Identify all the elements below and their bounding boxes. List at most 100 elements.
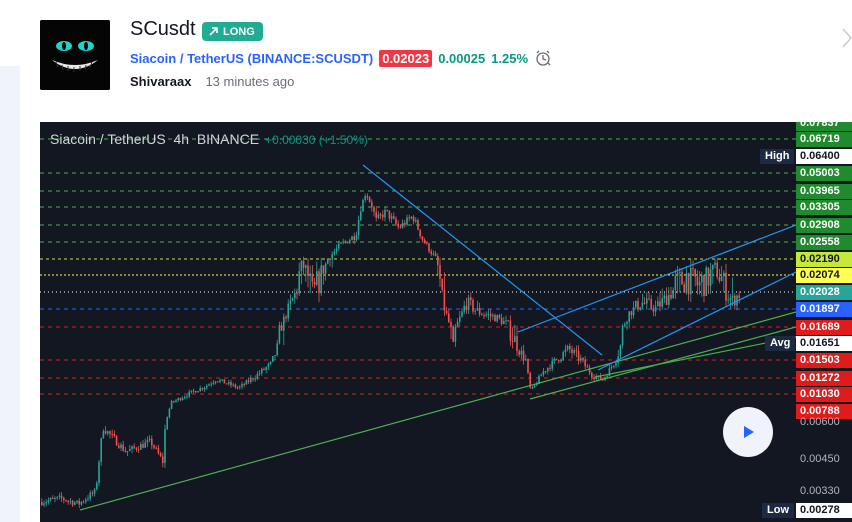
candle-body bbox=[140, 444, 142, 450]
candle-body bbox=[170, 401, 173, 409]
candle-body bbox=[228, 382, 230, 384]
candle-body bbox=[142, 444, 144, 448]
candle-body bbox=[566, 345, 569, 350]
candle-body bbox=[582, 358, 584, 361]
candle-body bbox=[670, 294, 672, 299]
candle-body bbox=[137, 449, 140, 451]
candle-body bbox=[245, 380, 248, 385]
price-tag: 0.01272 bbox=[796, 371, 852, 386]
candle-body bbox=[698, 282, 701, 286]
candle-body bbox=[676, 272, 679, 276]
candle-body bbox=[694, 269, 696, 277]
candle-body bbox=[456, 321, 459, 327]
candle-body bbox=[577, 351, 580, 361]
candle-body bbox=[153, 445, 155, 448]
candle-body bbox=[261, 368, 263, 374]
trendline-blue-channel-top bbox=[517, 224, 796, 333]
candle-body bbox=[250, 378, 252, 382]
candle-body bbox=[542, 371, 545, 376]
candle-body bbox=[109, 431, 111, 434]
candle-body bbox=[608, 367, 611, 377]
price-change: 0.00025 bbox=[438, 50, 486, 66]
author-name[interactable]: Shivaraax bbox=[130, 74, 192, 89]
candle-body bbox=[553, 358, 556, 361]
candle-body bbox=[683, 284, 685, 293]
candle-body bbox=[342, 241, 344, 243]
candle-body bbox=[643, 302, 646, 304]
candle-body bbox=[80, 501, 83, 505]
candle-body bbox=[734, 295, 736, 306]
candle-body bbox=[626, 321, 628, 325]
candle-body bbox=[327, 258, 329, 264]
candle-body bbox=[256, 373, 259, 379]
candle-body bbox=[368, 197, 371, 202]
candle-body bbox=[201, 388, 204, 390]
candle-body bbox=[518, 351, 520, 355]
price-tag: 0.01689 bbox=[796, 320, 852, 335]
candle-body bbox=[89, 492, 91, 499]
candle-body bbox=[703, 275, 705, 297]
candle-body bbox=[232, 384, 234, 386]
symbol-close: ) bbox=[368, 50, 374, 66]
candle-body bbox=[476, 308, 479, 311]
price-tag: 0.03965 bbox=[796, 184, 852, 199]
candle-body bbox=[533, 385, 536, 388]
candle-body bbox=[78, 500, 80, 505]
candle-body bbox=[177, 398, 179, 401]
candle-body bbox=[82, 501, 85, 503]
alarm-clock-icon[interactable] bbox=[534, 49, 552, 67]
candle-body bbox=[443, 289, 446, 311]
candle-body bbox=[214, 381, 217, 383]
candle-body bbox=[76, 500, 78, 503]
candle-body bbox=[650, 299, 652, 309]
candlestick-plot[interactable] bbox=[40, 122, 796, 522]
candle-body bbox=[379, 214, 382, 216]
low-price-tag: 0.00278 bbox=[796, 503, 852, 518]
candle-body bbox=[329, 258, 331, 260]
candle-body bbox=[115, 436, 118, 446]
trendline-blue-downtrend bbox=[362, 164, 603, 356]
candle-body bbox=[291, 298, 294, 301]
candle-body bbox=[619, 345, 622, 357]
candle-body bbox=[461, 311, 463, 317]
candle-body bbox=[47, 500, 50, 503]
candle-body bbox=[404, 222, 406, 225]
candle-body bbox=[538, 376, 540, 384]
avatar[interactable] bbox=[40, 20, 110, 90]
candle-body bbox=[305, 265, 307, 268]
candle-body bbox=[107, 431, 109, 434]
arrow-up-right-icon bbox=[209, 27, 218, 36]
candle-body bbox=[357, 220, 360, 236]
candle-body bbox=[318, 271, 320, 294]
price-chart[interactable]: Siacoin / TetherUS 4h BINANCE +0.00030 (+… bbox=[40, 122, 852, 522]
candle-body bbox=[544, 371, 547, 373]
candle-body bbox=[102, 431, 105, 439]
symbol-link[interactable]: Siacoin / TetherUS (BINANCE:SCUSDT) bbox=[130, 51, 373, 66]
candle-body bbox=[188, 391, 190, 397]
chevron-right-icon[interactable] bbox=[840, 26, 852, 50]
candle-body bbox=[300, 260, 303, 272]
avg-label: Avg bbox=[765, 336, 796, 351]
play-button[interactable] bbox=[723, 407, 773, 457]
candle-body bbox=[118, 445, 120, 448]
candle-body bbox=[613, 365, 615, 367]
candle-body bbox=[65, 500, 67, 502]
candle-body bbox=[239, 386, 241, 388]
candle-body bbox=[120, 444, 122, 448]
candle-body bbox=[294, 292, 296, 299]
price-axis[interactable]: 0.07837 0.06719 0.06400 0.05003 0.03965 0.033… bbox=[796, 122, 852, 522]
price-tag: 0.00788 bbox=[796, 404, 852, 419]
candle-body bbox=[549, 367, 551, 369]
candle-body bbox=[654, 306, 657, 312]
candle-body bbox=[505, 320, 507, 322]
candle-body bbox=[230, 382, 232, 386]
price-tag: 0.01651 bbox=[796, 336, 852, 351]
candle-body bbox=[580, 358, 582, 361]
candle-body bbox=[492, 315, 494, 317]
candle-body bbox=[445, 310, 448, 314]
candle-body bbox=[692, 268, 694, 270]
candle-body bbox=[417, 220, 419, 230]
candle-body bbox=[320, 265, 322, 294]
candle-body bbox=[500, 317, 503, 325]
candle-body bbox=[459, 316, 461, 322]
